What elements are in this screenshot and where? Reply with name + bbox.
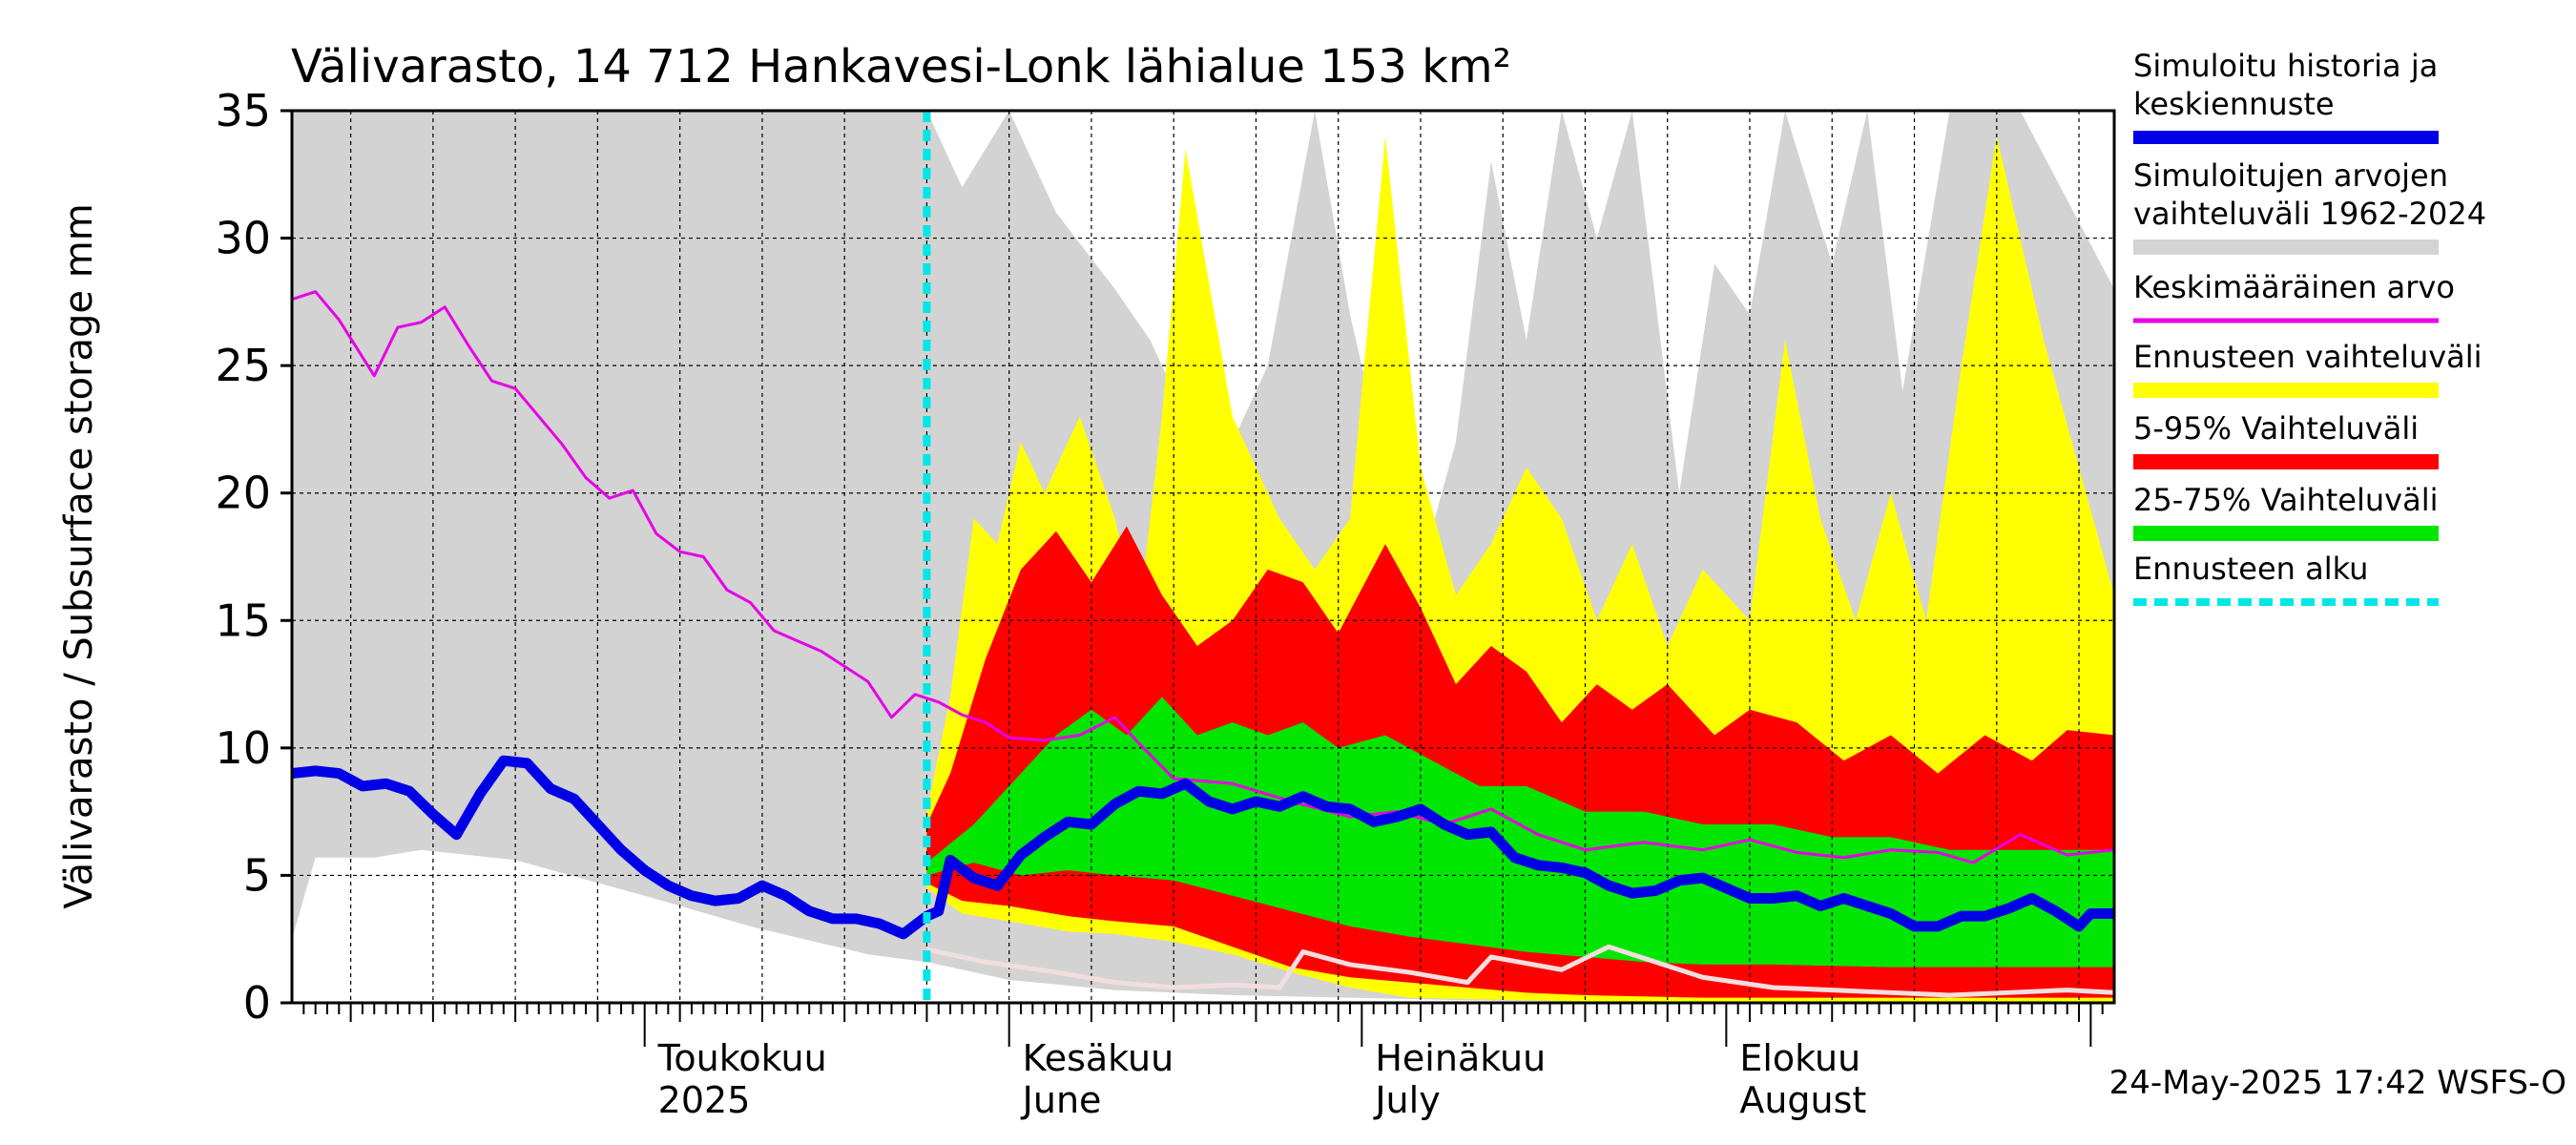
x-month-sublabel: June (1021, 1079, 1102, 1121)
y-tick-label: 30 (215, 213, 271, 264)
y-axis-label: Välivarasto / Subsurface storage mm (57, 203, 101, 908)
legend-swatch-range (2133, 239, 2439, 255)
legend-label-p5_95: 5-95% Vaihteluväli (2133, 410, 2419, 447)
y-tick-label: 25 (215, 340, 271, 391)
legend-label-mean: Keskimääräinen arvo (2133, 269, 2455, 305)
history-median-line (292, 755, 2114, 940)
legend-swatch-p25_75 (2133, 526, 2439, 541)
x-month-label: Toukokuu (657, 1037, 827, 1079)
y-tick-label: 5 (243, 849, 271, 901)
y-tick-label: 10 (215, 722, 271, 774)
footer-timestamp: 24-May-2025 17:42 WSFS-O (2109, 1064, 2566, 1102)
grid-layer (292, 111, 2114, 1003)
plot-area (290, 109, 2116, 1005)
y-tick-label: 20 (215, 468, 271, 519)
x-month-sublabel: 2025 (658, 1079, 751, 1121)
legend-swatch-fc_range (2133, 383, 2439, 398)
legend-label-range: vaihteluväli 1962-2024 (2133, 196, 2486, 232)
y-axis: 0 5 10 15 20 25 30 35 (215, 85, 292, 1029)
line-layer (292, 111, 2114, 1003)
band-layer (292, 111, 2114, 1003)
legend-label-history: Simuloitu historia ja (2133, 48, 2438, 84)
legend-swatch-p5_95 (2133, 454, 2439, 469)
x-month-label: Heinäkuu (1375, 1037, 1546, 1079)
y-tick-label: 0 (243, 977, 271, 1029)
y-tick-label: 15 (215, 594, 271, 646)
mean-value-line (292, 290, 2114, 864)
legend-label-fc_start: Ennusteen alku (2133, 551, 2368, 587)
legend-label-history: keskiennuste (2133, 86, 2335, 122)
x-month-label: Elokuu (1739, 1037, 1860, 1079)
x-month-label: Kesäkuu (1023, 1037, 1174, 1079)
legend-label-p25_75: 25-75% Vaihteluväli (2133, 482, 2438, 518)
y-tick-label: 35 (215, 85, 271, 136)
plot-frame (290, 109, 2116, 1005)
forecast-minimum-line (925, 944, 2114, 998)
legend-label-fc_range: Ennusteen vaihteluväli (2133, 339, 2483, 375)
x-month-sublabel: August (1739, 1079, 1866, 1121)
legend-label-range: Simuloitujen arvojen (2133, 157, 2448, 194)
chart-title: Välivarasto, 14 712 Hankavesi-Lonk lähia… (291, 40, 1511, 94)
x-month-sublabel: July (1373, 1079, 1440, 1121)
